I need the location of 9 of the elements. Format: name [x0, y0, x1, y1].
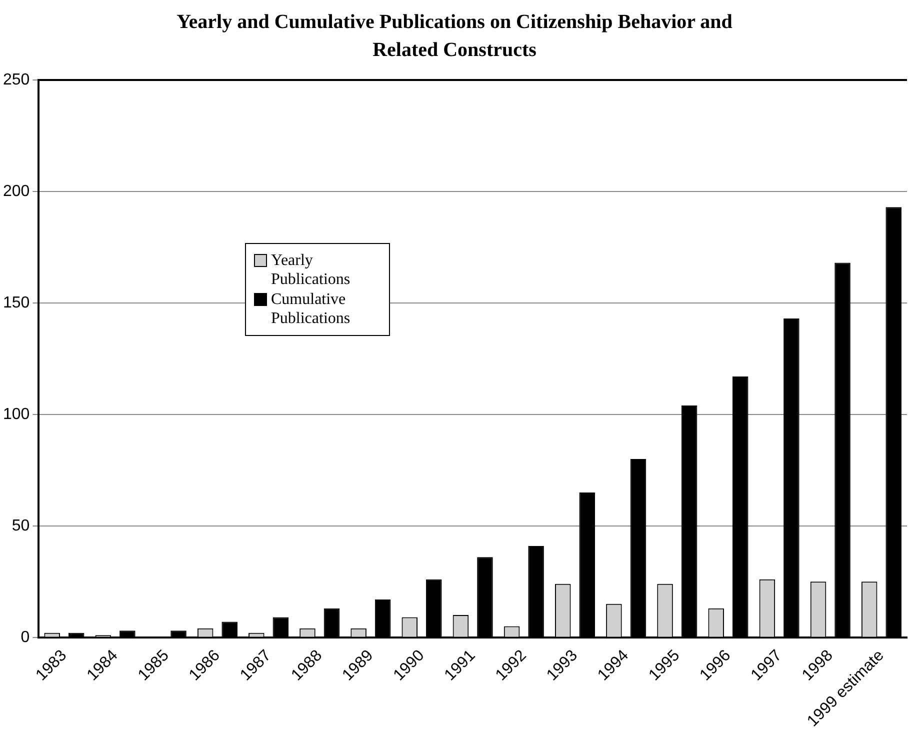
- y-tick-label: 100: [2, 406, 30, 423]
- y-tick-label: 200: [2, 182, 30, 200]
- y-tick-label: 0: [20, 628, 30, 646]
- y-tick-label: 50: [12, 517, 30, 534]
- chart-title: Yearly and Cumulative Publications on Citizenship Behavior and Related Constructs: [176, 10, 734, 63]
- legend-label: Yearly Publications: [271, 251, 352, 289]
- y-tick-label: 150: [2, 294, 30, 312]
- y-tick-label: 250: [2, 71, 30, 88]
- legend-label: Cumulative Publications: [271, 290, 352, 328]
